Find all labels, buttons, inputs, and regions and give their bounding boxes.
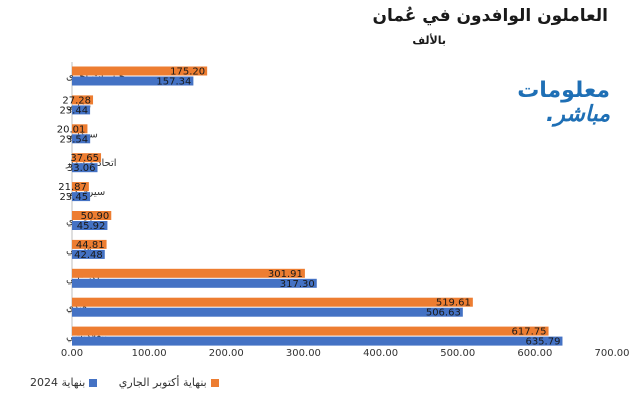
logo-line-2: مباشر. [545, 102, 610, 127]
legend: بنهاية 2024 بنهاية أكتوبر الجاري [30, 376, 237, 390]
legend-item-october: بنهاية أكتوبر الجاري [119, 376, 219, 389]
chart-subtitle: بالألف [412, 34, 446, 47]
data-label: 301.91 [268, 269, 303, 280]
data-label: 45.92 [77, 221, 106, 232]
data-label: 23.45 [59, 192, 88, 203]
legend-swatch-october [210, 378, 219, 387]
data-label: 37.65 [70, 153, 99, 164]
x-tick-label: 200.00 [209, 348, 244, 359]
bar-2024 [72, 76, 194, 86]
data-label: 20.01 [57, 124, 86, 135]
x-tick-label: 100.00 [132, 348, 167, 359]
bar-2024 [72, 249, 105, 259]
bar-2024 [72, 278, 317, 288]
bar-2024 [72, 163, 98, 173]
bar-2024 [72, 336, 563, 346]
data-label: 27.28 [62, 95, 91, 106]
legend-swatch-2024 [89, 378, 98, 387]
bar-october [72, 297, 473, 307]
data-label: 23.54 [60, 134, 89, 145]
bar-october [72, 66, 208, 76]
data-label: 506.63 [426, 308, 461, 319]
legend-label-2024: بنهاية 2024 [30, 376, 86, 389]
bar-october [72, 182, 89, 192]
data-label: 44.81 [76, 240, 105, 251]
bar-2024 [72, 307, 463, 317]
chart-title: العاملون الوافدون في عُمان [372, 6, 608, 26]
x-tick-label: 0.00 [61, 348, 83, 359]
x-tick-label: 500.00 [440, 348, 475, 359]
bar-2024 [72, 221, 108, 230]
data-label: 617.75 [512, 327, 547, 338]
data-label: 157.34 [156, 77, 191, 88]
data-label: 317.30 [280, 279, 315, 290]
legend-label-october: بنهاية أكتوبر الجاري [118, 376, 207, 389]
logo-line-1: معلومات [517, 78, 610, 103]
bar-october [72, 124, 88, 134]
bar-october [72, 326, 549, 336]
x-tick-label: 300.00 [286, 348, 321, 359]
data-label: 50.90 [81, 211, 110, 222]
data-label: 42.48 [74, 250, 103, 261]
data-label: 175.20 [170, 67, 205, 78]
data-label: 21.87 [58, 182, 87, 193]
bar-october [72, 268, 305, 278]
bar-2024 [72, 192, 91, 202]
bar-october [72, 211, 112, 220]
legend-item-2024: بنهاية 2024 [30, 376, 98, 389]
bar-october [72, 95, 94, 105]
x-tick-label: 600.00 [517, 348, 552, 359]
data-label: 33.06 [67, 163, 96, 174]
bar-october [72, 153, 102, 163]
data-label: 519.61 [436, 298, 471, 309]
data-label: 635.79 [525, 337, 560, 348]
x-tick-label: 400.00 [363, 348, 398, 359]
data-label: 23.44 [59, 105, 88, 116]
mubasher-logo: معلومات مباشر. [517, 78, 612, 130]
x-tick-label: 700.00 [595, 348, 630, 359]
bar-2024 [72, 134, 91, 144]
bar-october [72, 239, 107, 249]
bar-chart: 0.00 100.00 200.00 300.00 400.00 500.00 600.00… [57, 62, 630, 359]
bar-2024 [72, 105, 91, 115]
